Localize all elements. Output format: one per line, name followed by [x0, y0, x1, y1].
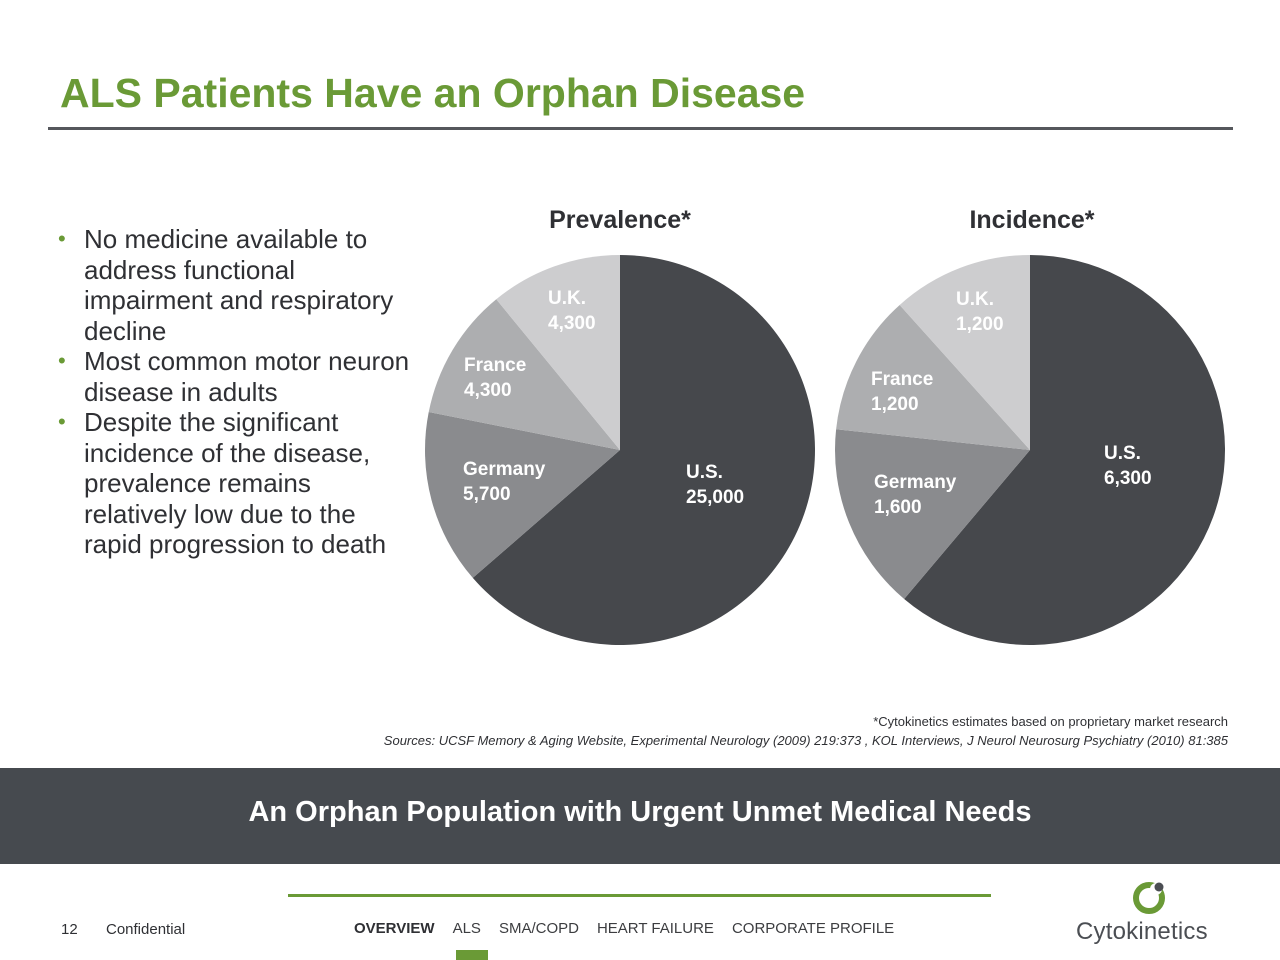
label-value: 25,000 [686, 487, 745, 508]
bullet-item: • Most common motor neuron disease in adu… [58, 346, 418, 407]
banner-text: An Orphan Population with Urgent Unmet M… [248, 796, 1032, 828]
bullet-text: Most common motor neuron disease in adul… [84, 346, 410, 407]
prevalence-label-france: France 4,300 [464, 353, 526, 403]
label-value: 6,300 [1104, 468, 1152, 489]
label-country: Germany [463, 459, 546, 480]
incidence-label-uk: U.K. 1,200 [956, 287, 1004, 337]
page-number: 12 [61, 921, 78, 938]
footnote: *Cytokinetics estimates based on proprie… [873, 714, 1228, 729]
label-country: U.S. [1104, 443, 1141, 464]
active-section-marker [456, 950, 488, 960]
bullet-dot-icon: • [58, 226, 66, 251]
bullet-list: • No medicine available to address functi… [58, 224, 418, 560]
label-value: 5,700 [463, 484, 511, 505]
pie-slice-us [904, 255, 1226, 645]
label-country: U.S. [686, 462, 723, 483]
pie-slice-uk [899, 255, 1030, 450]
label-value: 4,300 [548, 313, 596, 334]
sources-citation: Sources: UCSF Memory & Aging Website, Ex… [383, 733, 1228, 748]
nav-divider [288, 894, 991, 897]
label-country: France [871, 369, 934, 390]
pie-slice-uk [496, 255, 620, 450]
bullet-text: No medicine available to address functio… [84, 224, 394, 346]
incidence-pie [834, 255, 1226, 645]
incidence-label-us: U.S. 6,300 [1104, 441, 1152, 491]
label-value: 4,300 [464, 380, 512, 401]
label-country: Germany [874, 472, 957, 493]
prevalence-label-uk: U.K. 4,300 [548, 286, 596, 336]
section-nav: OVERVIEW ALS SMA/COPD HEART FAILURE CORP… [354, 920, 912, 937]
bullet-text: Despite the significant incidence of the… [84, 407, 387, 559]
logo-mark-icon [1133, 882, 1165, 914]
label-country: France [464, 355, 527, 376]
label-value: 1,200 [956, 314, 1004, 335]
incidence-chart-title: Incidence* [969, 206, 1095, 234]
bullet-item: • No medicine available to address functi… [58, 224, 418, 346]
banner: An Orphan Population with Urgent Unmet M… [0, 768, 1280, 864]
label-country: U.K. [548, 288, 586, 309]
prevalence-chart-title: Prevalence* [549, 206, 691, 234]
incidence-label-france: France 1,200 [871, 367, 933, 417]
slide-title: ALS Patients Have an Orphan Disease [60, 70, 806, 116]
prevalence-pie [425, 255, 815, 645]
pie-slice-france [428, 299, 620, 450]
title-divider [48, 127, 1233, 130]
pie-slice-us [472, 255, 815, 645]
company-logo: Cytokinetics [1076, 878, 1226, 948]
pie-slice-germany [425, 412, 620, 578]
nav-item-sma-copd[interactable]: SMA/COPD [498, 920, 579, 937]
pie-slice-france [836, 304, 1030, 450]
label-value: 1,600 [874, 497, 922, 518]
prevalence-label-us: U.S. 25,000 [686, 460, 744, 510]
nav-item-als[interactable]: ALS [452, 920, 481, 937]
nav-item-heart-failure[interactable]: HEART FAILURE [596, 920, 714, 937]
bullet-item: • Despite the significant incidence of th… [58, 407, 418, 560]
pie-slice-germany [834, 429, 1030, 599]
logo-text: Cytokinetics [1076, 918, 1208, 945]
label-value: 1,200 [871, 394, 919, 415]
nav-item-corporate-profile[interactable]: CORPORATE PROFILE [731, 920, 895, 937]
confidential-label: Confidential [106, 921, 186, 938]
prevalence-label-germany: Germany 5,700 [463, 457, 545, 507]
bullet-dot-icon: • [58, 348, 66, 373]
incidence-label-germany: Germany 1,600 [874, 470, 956, 520]
label-country: U.K. [956, 289, 994, 310]
nav-item-overview[interactable]: OVERVIEW [354, 920, 435, 937]
bullet-dot-icon: • [58, 409, 66, 434]
